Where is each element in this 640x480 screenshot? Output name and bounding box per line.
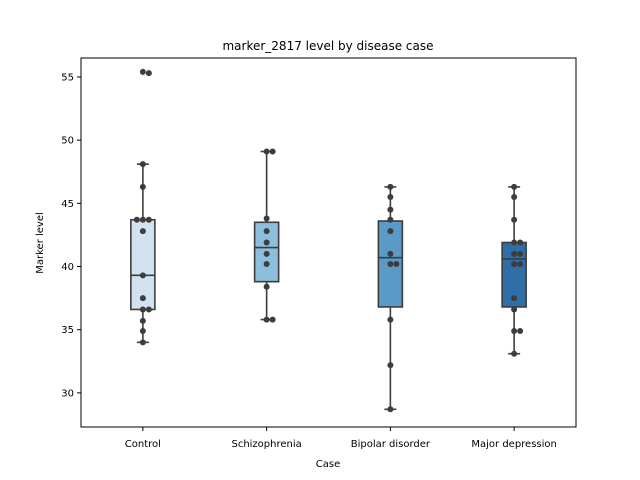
data-point [511,260,518,267]
data-point [393,260,400,267]
data-point [139,339,146,346]
plot-area [130,68,527,413]
y-tick-label: 40 [61,262,74,273]
data-point [139,183,146,190]
data-point [263,148,270,155]
data-point [139,327,146,334]
x-tick-label: Control [125,439,161,450]
data-point [511,216,518,223]
data-point [511,350,518,357]
data-point [511,194,518,201]
data-point [139,216,146,223]
data-point [263,228,270,235]
plot-frame [80,57,577,428]
y-tick-label: 30 [61,388,74,399]
data-point [139,306,146,313]
data-point [139,272,146,279]
data-point [387,228,394,235]
point-group [511,183,524,357]
data-point [387,206,394,213]
x-axis-label: Case [316,459,340,470]
data-point [139,317,146,324]
data-point [139,161,146,168]
data-point [263,260,270,267]
data-point [387,316,394,323]
y-tick-label: 45 [61,199,74,210]
y-axis-label: Marker level [35,212,46,274]
y-tick-label: 50 [61,136,74,147]
data-point [511,327,518,334]
data-point [145,216,152,223]
x-tick-label: Bipolar disorder [351,439,431,450]
point-group [133,68,152,346]
data-point [517,239,524,246]
data-point [269,316,276,323]
data-point [139,68,146,75]
data-point [511,239,518,246]
data-point [517,260,524,267]
y-tick-label: 55 [61,72,74,83]
box-group [130,68,156,344]
x-tick-label: Schizophrenia [231,439,301,450]
data-point [387,216,394,223]
data-point [269,148,276,155]
data-point [263,316,270,323]
data-point [139,295,146,302]
data-point [387,194,394,201]
data-point [263,283,270,290]
data-point [511,295,518,302]
data-point [145,70,152,77]
data-point [517,327,524,334]
data-point [263,215,270,222]
data-point [517,250,524,257]
point-group [387,183,400,413]
data-point [139,228,146,235]
box [130,218,156,311]
data-point [511,183,518,190]
y-axis: 30 35 40 45 50 55 [61,72,81,399]
data-point [387,183,394,190]
x-tick-label: Major depression [471,439,557,450]
data-point [263,239,270,246]
data-point [387,406,394,413]
data-point [145,306,152,313]
data-point [387,260,394,267]
data-point [387,250,394,257]
data-point [263,250,270,257]
y-tick-label: 35 [61,325,74,336]
data-point [387,362,394,369]
chart-title: marker_2817 level by disease case [222,39,433,53]
data-point [511,250,518,257]
x-axis: Control Schizophrenia Bipolar disorder Majo… [125,427,557,450]
data-point [511,306,518,313]
data-point [133,216,140,223]
point-group [263,148,276,323]
